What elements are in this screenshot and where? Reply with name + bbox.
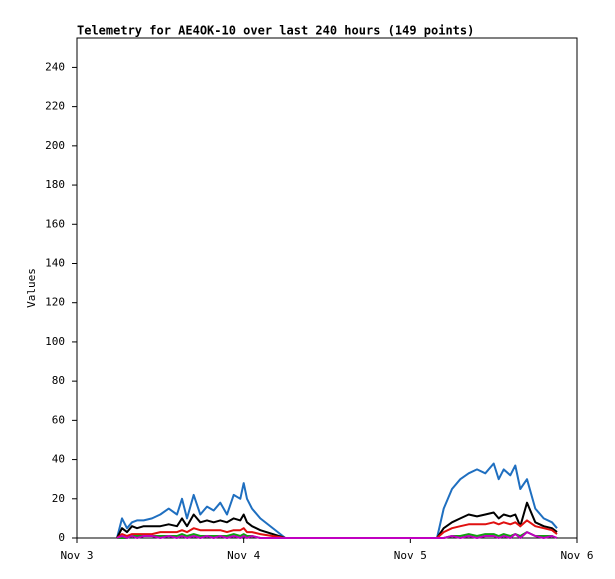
- series-line: [116, 531, 558, 539]
- y-tick-label: 220: [45, 100, 65, 113]
- y-tick-label: 240: [45, 60, 65, 73]
- x-tick-label: Nov 4: [227, 549, 260, 562]
- y-tick-label: 20: [52, 492, 65, 505]
- y-tick-label: 160: [45, 217, 65, 230]
- series-line: [117, 531, 558, 539]
- series-line: [116, 519, 558, 539]
- y-tick-label: 80: [52, 374, 65, 387]
- plot-frame: [76, 37, 578, 539]
- y-tick-label: 180: [45, 178, 65, 191]
- x-tick-label: Nov 6: [560, 549, 593, 562]
- y-tick-label: 60: [52, 413, 65, 426]
- x-tick-label: Nov 5: [394, 549, 427, 562]
- y-tick-label: 120: [45, 296, 65, 309]
- x-tick-label: Nov 3: [60, 549, 93, 562]
- y-tick-label: 140: [45, 256, 65, 269]
- y-tick-label: 0: [58, 531, 65, 544]
- series-line: [116, 462, 558, 539]
- y-tick-label: 40: [52, 453, 65, 466]
- series-line: [116, 501, 558, 539]
- y-tick-label: 100: [45, 335, 65, 348]
- y-tick-label: 200: [45, 139, 65, 152]
- y-axis-label: Values: [25, 268, 38, 308]
- chart-title: Telemetry for AE4OK-10 over last 240 hou…: [77, 24, 474, 38]
